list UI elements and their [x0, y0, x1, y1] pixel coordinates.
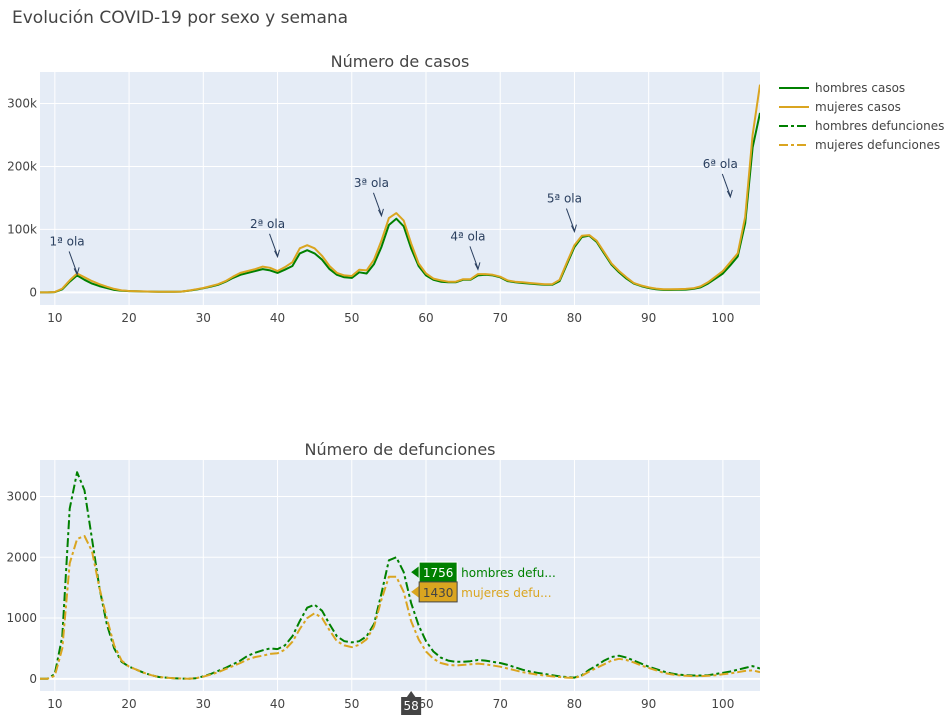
- hover-value-box: [418, 581, 458, 603]
- annotation-arrow: [469, 246, 479, 269]
- hover-tooltip: 1756 hombres defu... 1430 mujeres defu... 58: [401, 561, 556, 715]
- series-line-mujeres-casos: [40, 84, 760, 294]
- legend: hombres casos mujeres casos hombres defunc…: [779, 81, 944, 152]
- x-tick-label: 80: [567, 697, 582, 711]
- plot-background: [40, 72, 760, 305]
- annotation-arrowhead: [73, 267, 80, 276]
- x-tick-label: 10: [47, 311, 62, 325]
- annotation-label: 3ª ola: [354, 176, 389, 190]
- y-tick-label: 0: [29, 285, 37, 299]
- annotation-arrow: [68, 251, 78, 274]
- plot-background: [40, 460, 760, 691]
- x-tick-label: 50: [344, 311, 359, 325]
- legend-label: mujeres defunciones: [815, 138, 940, 152]
- deaths-plot: Número de defunciones 10 20 30 40 50 60 70 80 90 1…: [6, 440, 760, 711]
- x-tick-label: 100: [711, 311, 734, 325]
- annotation-label: 2ª ola: [250, 217, 285, 231]
- annotation-arrowhead: [726, 189, 733, 199]
- annotation-arrow: [565, 208, 575, 231]
- legend-label: hombres casos: [815, 81, 905, 95]
- y-tick-label: 2000: [6, 550, 37, 564]
- x-tick-label: 50: [344, 697, 359, 711]
- x-tick-label: 20: [121, 311, 136, 325]
- x-tick-label: 10: [47, 697, 62, 711]
- page-title: Evolución COVID-19 por sexo y semana: [12, 8, 348, 28]
- hover-value: 1756: [423, 566, 454, 580]
- annotation-arrow: [269, 233, 278, 256]
- x-tick-label: 30: [196, 697, 211, 711]
- hover-series-name: hombres defu...: [461, 566, 556, 580]
- hover-pointer: [411, 585, 420, 598]
- x-tick-label: 70: [493, 697, 508, 711]
- annotation-arrowhead: [274, 249, 281, 259]
- subplot-title: Número de defunciones: [305, 440, 496, 459]
- x-tick-label: 90: [641, 697, 656, 711]
- x-tick-label: 40: [270, 311, 285, 325]
- y-tick-label: 200k: [7, 159, 37, 173]
- x-tick-label: 90: [641, 311, 656, 325]
- hover-pointer: [411, 566, 420, 579]
- annotation-arrow: [372, 192, 382, 216]
- x-tick-label: 80: [567, 311, 582, 325]
- y-tick-label: 1000: [6, 611, 37, 625]
- x-tick-label: 60: [418, 311, 433, 325]
- x-tick-label: 20: [121, 697, 136, 711]
- y-tick-label: 100k: [7, 222, 37, 236]
- hover-x-box: [401, 697, 422, 715]
- annotation-label: 4ª ola: [450, 229, 485, 243]
- x-tick-label: 60: [418, 697, 433, 711]
- annotation-arrow: [721, 173, 731, 197]
- x-tick-label: 30: [196, 311, 211, 325]
- legend-label: hombres defunciones: [815, 119, 944, 133]
- hover-series-name: mujeres defu...: [461, 586, 551, 600]
- annotation-label: 6ª ola: [703, 157, 738, 171]
- y-tick-label: 0: [29, 672, 37, 686]
- hover-x-label: 58: [403, 699, 418, 713]
- hover-x-pointer: [406, 691, 417, 698]
- annotation-label: 5ª ola: [547, 192, 582, 206]
- annotation-arrowhead: [377, 208, 384, 218]
- x-tick-label: 40: [270, 697, 285, 711]
- series-line-hombres-defunciones: [40, 471, 760, 680]
- x-tick-label: 100: [711, 697, 734, 711]
- annotation-arrowhead: [570, 224, 577, 233]
- cases-plot: Número de casos 10 20 30 40 50 60 70 80 90 100 0 100…: [7, 52, 760, 325]
- annotation-label: 1ª ola: [50, 234, 85, 248]
- x-tick-label: 70: [493, 311, 508, 325]
- legend-label: mujeres casos: [815, 100, 901, 114]
- subplot-title: Número de casos: [331, 52, 470, 71]
- y-tick-label: 3000: [6, 489, 37, 503]
- hover-value: 1430: [423, 586, 454, 600]
- annotation-arrowhead: [474, 262, 481, 271]
- y-tick-label: 300k: [7, 96, 37, 110]
